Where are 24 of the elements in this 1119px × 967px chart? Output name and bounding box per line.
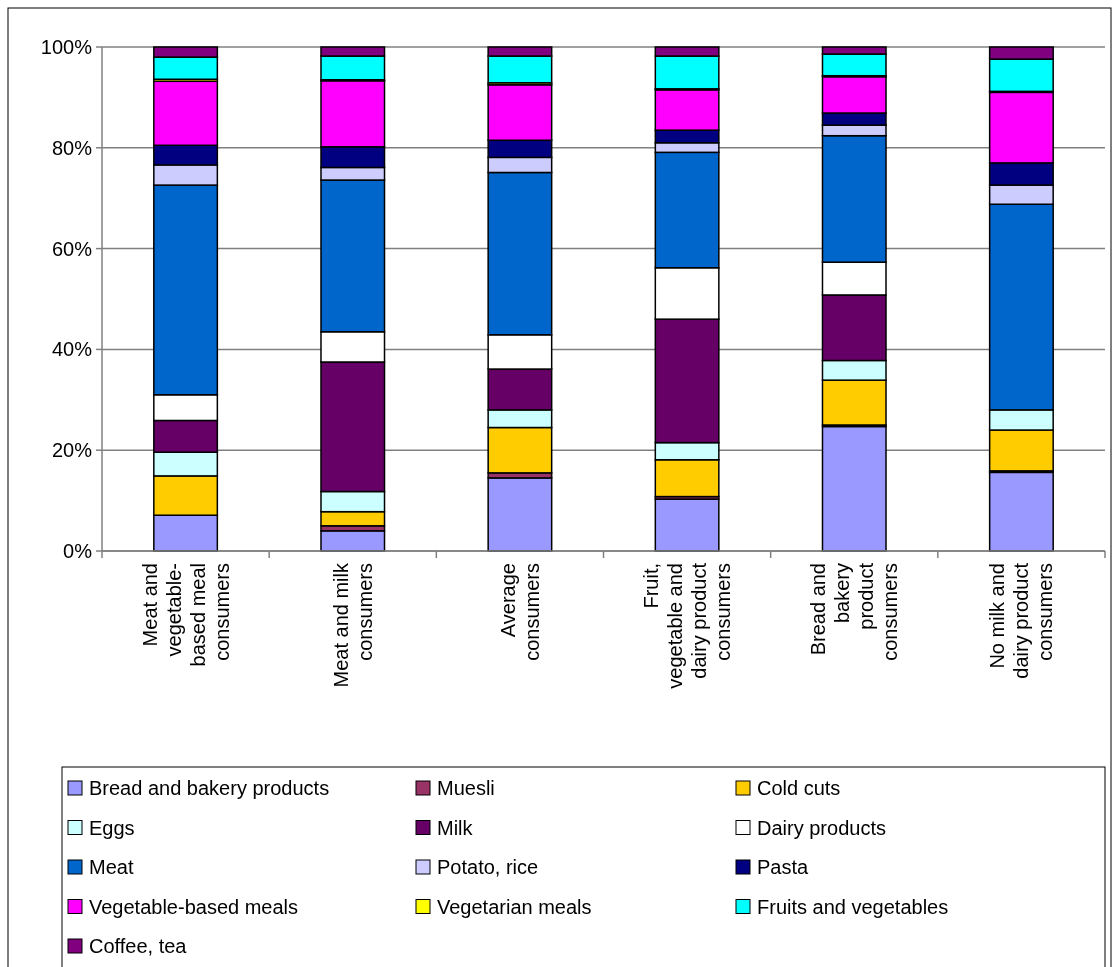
x-tick-label: No milk and dairy product consumers xyxy=(986,562,1057,679)
y-tick-label: 60% xyxy=(51,237,93,260)
legend-label: Eggs xyxy=(89,816,135,839)
legend-label: Dairy products xyxy=(757,816,886,839)
x-tick-label: Meat and vegetable-based meal consumers xyxy=(138,563,233,667)
y-tick-label: 40% xyxy=(51,338,93,361)
legend-label: Muesli xyxy=(437,777,495,799)
y-tick-label: 0% xyxy=(63,540,93,562)
legend-label: Pasta xyxy=(757,856,810,878)
legend-label: Meat xyxy=(89,856,134,878)
y-tick-label: 20% xyxy=(51,439,93,462)
x-tick-label: Average consumers xyxy=(496,563,543,661)
legend-label: Fruits and vegetables xyxy=(757,895,949,918)
legend-label: Potato, rice xyxy=(437,856,539,878)
legend-label: Vegetarian meals xyxy=(437,895,592,918)
legend-label: Milk xyxy=(437,816,474,839)
legend-label: Vegetable-based meals xyxy=(89,895,299,918)
legend-label: Coffee, tea xyxy=(89,935,188,957)
x-tick-label: Fruit, vegetable and dairy product consumers xyxy=(640,562,735,689)
legend-label: Cold cuts xyxy=(757,777,841,799)
legend-label: Bread and bakery products xyxy=(89,777,330,799)
y-tick-label: 100% xyxy=(40,36,93,58)
x-tick-label: Meat and milk consumers xyxy=(329,562,376,688)
y-tick-label: 80% xyxy=(51,136,93,159)
